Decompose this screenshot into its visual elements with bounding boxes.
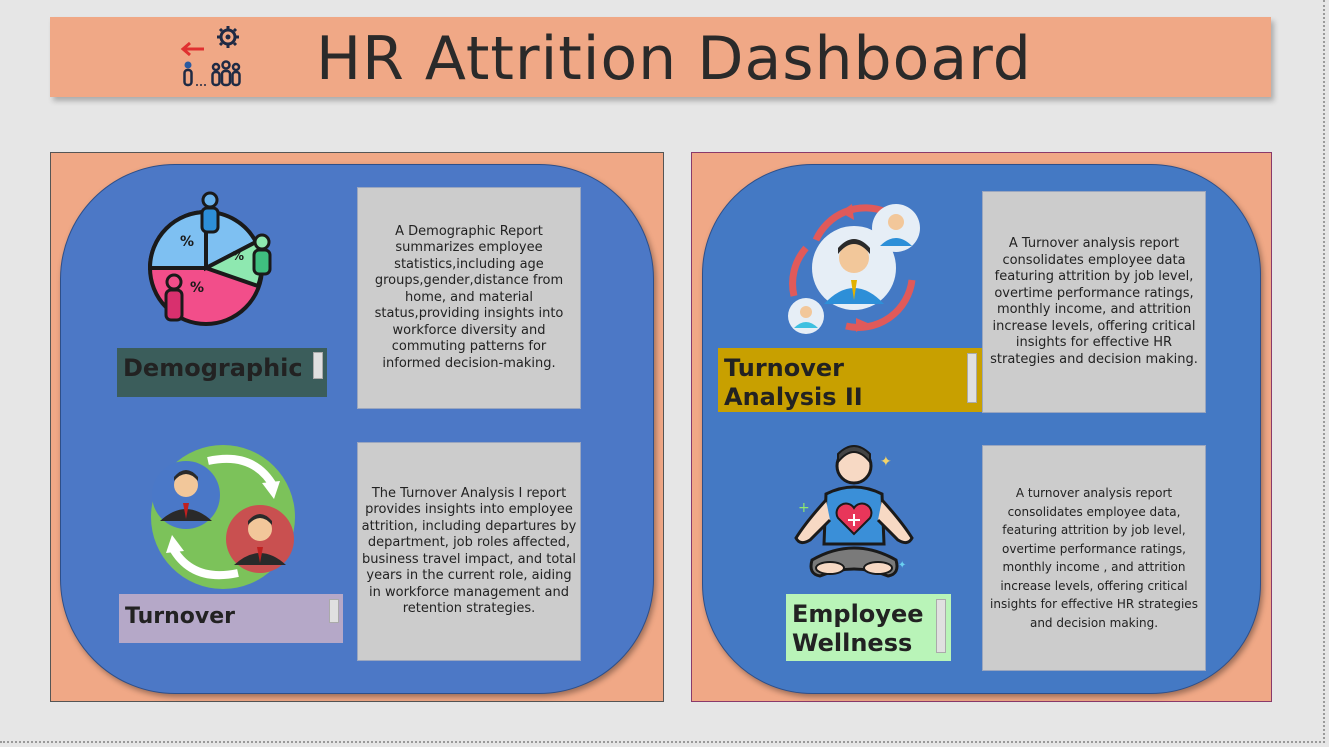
svg-text:✦: ✦ bbox=[898, 560, 906, 571]
turnover2-button-label: Turnover Analysis II bbox=[724, 354, 863, 411]
demographic-scrollbar[interactable] bbox=[313, 352, 323, 379]
svg-text:%: % bbox=[180, 234, 194, 250]
wellness-description: A turnover analysis report consolidates … bbox=[982, 445, 1206, 671]
turnover-description: The Turnover Analysis I report provides … bbox=[357, 442, 581, 661]
employee-exchange-icon bbox=[151, 445, 295, 589]
meditation-heart-icon: + ✦ ✦ bbox=[794, 445, 914, 578]
wellness-scrollbar[interactable] bbox=[936, 599, 946, 653]
turnover-scrollbar[interactable] bbox=[329, 599, 339, 623]
pie-chart-people-icon: % % % bbox=[147, 191, 272, 326]
svg-text:%: % bbox=[190, 280, 204, 296]
demographic-button-label: Demographic bbox=[123, 354, 303, 382]
turnover2-scrollbar[interactable] bbox=[967, 353, 977, 403]
demographic-description: A Demographic Report summarizes employee… bbox=[357, 187, 581, 409]
demographic-button[interactable]: Demographic bbox=[117, 348, 327, 397]
wellness-button-label: Employee Wellness bbox=[792, 600, 924, 657]
wellness-button[interactable]: Employee Wellness bbox=[786, 594, 951, 661]
turnover2-description: A Turnover analysis report consolidates … bbox=[982, 191, 1206, 413]
header-banner: HR Attrition Dashboard bbox=[50, 17, 1271, 97]
turnover-button-label: Turnover bbox=[125, 604, 235, 629]
svg-text:+: + bbox=[798, 500, 810, 516]
svg-text:%: % bbox=[232, 249, 244, 263]
hr-attrition-people-icon bbox=[180, 26, 241, 87]
svg-text:✦: ✦ bbox=[880, 454, 892, 470]
page-title: HR Attrition Dashboard bbox=[316, 24, 1032, 94]
turnover-button[interactable]: Turnover bbox=[119, 594, 343, 643]
turnover2-button[interactable]: Turnover Analysis II bbox=[718, 348, 982, 412]
employee-cycle-icon bbox=[788, 204, 920, 334]
